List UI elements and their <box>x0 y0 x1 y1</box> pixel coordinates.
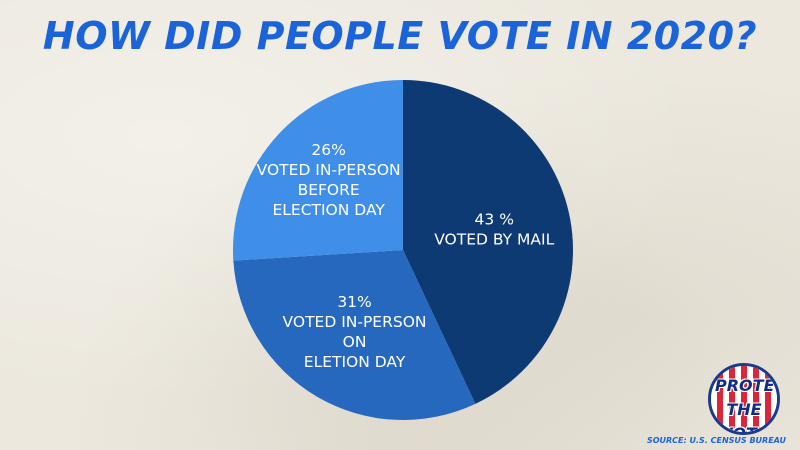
slice-label-line: ON <box>343 333 367 351</box>
logo-line-2: THE VOTE <box>720 400 768 435</box>
logo-line-1: PROTECT <box>715 376 777 395</box>
label-in-person-election-day: 31% VOTED IN-PERSON ON ELETION DAY <box>283 293 427 371</box>
pie-slice-in-person-before <box>233 80 403 261</box>
logo-stripes <box>711 366 777 432</box>
slice-label-line: BEFORE <box>298 181 360 199</box>
slice-label-line: VOTED BY MAIL <box>434 231 554 249</box>
slice-label-line: ELECTION DAY <box>272 201 385 219</box>
slice-label-line: ELETION DAY <box>304 353 406 371</box>
slice-label-line: VOTED IN-PERSON <box>257 161 401 179</box>
logo-text: PROTECT THE VOTE <box>715 374 777 435</box>
slice-label-line: 43 % <box>475 211 514 229</box>
slice-label-line: 31% <box>337 293 371 311</box>
label-voted-by-mail: 43 % VOTED BY MAIL <box>434 211 554 249</box>
protect-the-vote-logo: PROTECT THE VOTE <box>708 363 780 435</box>
page-title: HOW DID PEOPLE VOTE IN 2020? <box>42 14 758 58</box>
pie-slice-voted-by-mail <box>403 80 573 404</box>
label-in-person-before: 26% VOTED IN-PERSON BEFORE ELECTION DAY <box>257 141 401 219</box>
slice-label-line: 26% <box>311 141 345 159</box>
pie-slice-in-person-election-day <box>233 250 476 420</box>
source-note: SOURCE: U.S. CENSUS BUREAU <box>646 436 786 445</box>
slice-label-line: VOTED IN-PERSON <box>283 313 427 331</box>
